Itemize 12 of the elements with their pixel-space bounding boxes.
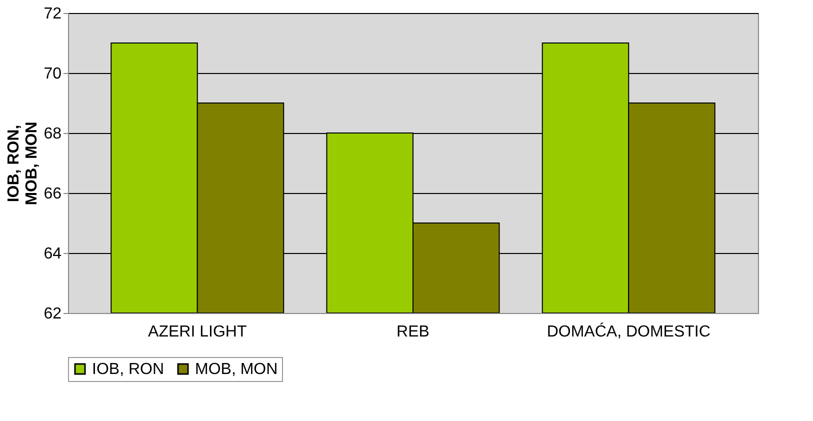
x-tick-label: REB <box>396 324 430 340</box>
y-tick-label: 66 <box>44 186 62 202</box>
y-tick-label: 70 <box>44 66 62 82</box>
y-axis-title: IOB, RON, MOB, MON <box>6 122 41 206</box>
y-tick-label: 64 <box>44 246 62 262</box>
y-tick-label: 62 <box>44 306 62 322</box>
y-tick-label: 68 <box>44 126 62 142</box>
x-tick-label: DOMAĆA, DOMESTIC <box>546 322 710 340</box>
y-tick-label: 72 <box>44 6 62 22</box>
x-tick-label: AZERI LIGHT <box>148 324 247 340</box>
legend-label: MOB, MON <box>195 361 278 378</box>
legend-label: IOB, RON <box>92 361 164 378</box>
